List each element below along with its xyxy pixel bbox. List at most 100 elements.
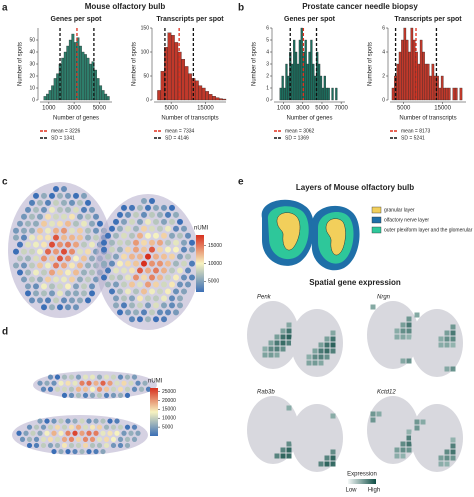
spot [161, 281, 167, 288]
bar [174, 42, 179, 101]
spot [16, 430, 22, 436]
colorbar-title: nUMI [194, 226, 209, 232]
spot [165, 274, 171, 281]
expression-spot [306, 360, 312, 366]
spot [41, 241, 47, 248]
spot [29, 234, 35, 241]
spot [68, 374, 75, 380]
spot [77, 248, 83, 255]
expression-spot [400, 453, 406, 459]
expression-spot [312, 348, 318, 354]
spot [121, 218, 127, 225]
spot [47, 442, 54, 449]
bar [51, 85, 55, 101]
spot [141, 309, 147, 316]
spot [75, 442, 82, 449]
spot [100, 430, 106, 436]
spot [65, 380, 71, 386]
spot [153, 267, 159, 274]
spot [117, 442, 124, 449]
spot [30, 430, 36, 436]
legend-swatch [371, 216, 382, 224]
y-tick-label: 150 [141, 25, 150, 31]
spot [173, 288, 179, 295]
expression-spot [400, 334, 406, 340]
spot [96, 424, 103, 430]
spot [79, 418, 85, 424]
spot [169, 218, 175, 225]
spot [54, 424, 61, 430]
spot [113, 253, 119, 260]
expression-spot [406, 441, 412, 447]
spot [13, 248, 19, 255]
spot [101, 239, 107, 246]
panel-letter: d [2, 327, 8, 338]
spot [153, 253, 159, 260]
bar [184, 66, 189, 101]
expression-spot [444, 336, 450, 342]
bar [56, 73, 60, 101]
spot [121, 430, 127, 436]
spot [61, 386, 68, 392]
spot [33, 436, 40, 442]
spot [125, 225, 131, 232]
expression-spot [286, 340, 292, 346]
spot [41, 220, 47, 227]
panel-letter: c [2, 177, 8, 188]
bar [298, 39, 302, 101]
spot [73, 269, 79, 276]
spot [113, 302, 119, 309]
spot [100, 380, 106, 386]
spot [53, 227, 59, 234]
tissue [367, 301, 419, 369]
expression-spot [286, 334, 292, 340]
spot [45, 234, 51, 241]
spot [41, 304, 47, 311]
colorbar-tick-label: 10000 [208, 261, 222, 267]
x-tick-label: 3000 [67, 106, 81, 112]
spot [49, 206, 55, 213]
spot [53, 262, 59, 269]
spot [114, 430, 120, 436]
section-title: Prostate cancer needle biopsy [302, 2, 418, 11]
expression-spot [274, 334, 280, 340]
spot [133, 260, 139, 267]
bar [53, 78, 57, 101]
spot [125, 309, 131, 316]
spot [157, 260, 163, 267]
spot [65, 430, 71, 436]
bar [222, 98, 227, 101]
spot [79, 430, 85, 436]
spot [57, 206, 63, 213]
expression-spot [306, 354, 312, 360]
expression-spot [330, 348, 336, 354]
bar [283, 87, 286, 101]
spot [40, 424, 47, 430]
panel-letter: e [238, 177, 244, 188]
expression-spot [330, 342, 336, 348]
spot [124, 442, 131, 449]
bar [84, 54, 87, 101]
spot [133, 246, 139, 253]
spot [100, 418, 106, 424]
y-tick-label: 40 [29, 49, 35, 55]
bar [300, 27, 303, 101]
tissue [291, 404, 343, 472]
bar [331, 87, 334, 101]
x-axis-label: Number of genes [53, 116, 99, 122]
spot [142, 380, 148, 386]
spot [81, 241, 87, 248]
bar [188, 73, 192, 101]
spot [65, 269, 71, 276]
bar [443, 87, 446, 101]
spot [58, 380, 64, 386]
x-axis-label: Number of transcripts [399, 116, 456, 122]
spot [51, 380, 57, 386]
spot [149, 246, 155, 253]
spot [185, 253, 191, 260]
spot [89, 269, 95, 276]
bar [94, 69, 97, 101]
spot [49, 220, 55, 227]
spot [37, 262, 43, 269]
expression-spot [400, 447, 406, 453]
